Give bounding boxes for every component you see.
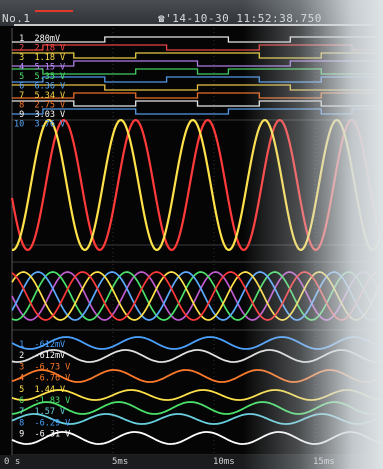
sine-yellow bbox=[11, 118, 383, 252]
digital-readout-6: 6 6.36 V bbox=[14, 82, 65, 92]
analog-readout-3: 3 -6.73 V bbox=[14, 362, 70, 372]
analog-readout-5: 5 1.44 V bbox=[14, 385, 65, 395]
digital-trace-8 bbox=[12, 92, 383, 99]
digital-trace-1 bbox=[12, 36, 383, 43]
small-sine-1 bbox=[11, 336, 383, 350]
digital-readout-3: 3 1.18 V bbox=[14, 53, 65, 63]
analog-readout-7: 7 1.57 V bbox=[14, 407, 65, 417]
screen-number: No.1 bbox=[2, 12, 31, 25]
header-divider bbox=[14, 24, 374, 26]
analog-readout-1: 1 -612mV bbox=[14, 340, 65, 350]
time-tick-0: 0 s bbox=[4, 457, 21, 467]
time-tick-10ms: 10ms bbox=[213, 457, 235, 467]
record-marker bbox=[35, 10, 73, 12]
digital-traces bbox=[12, 36, 383, 115]
digital-trace-10 bbox=[12, 108, 383, 115]
digital-readout-7: 7 5.34 V bbox=[14, 91, 65, 101]
time-tick-5ms: 5ms bbox=[112, 457, 129, 467]
analog-readout-6: 6 -1.83 V bbox=[14, 396, 70, 406]
digital-trace-6 bbox=[12, 76, 383, 83]
digital-readout-8: 8 2.75 V bbox=[14, 101, 65, 111]
digital-readout-4: 4 5.15 V bbox=[14, 63, 65, 73]
digital-readout-10: 10 3.76 V bbox=[14, 120, 65, 130]
digital-trace-9 bbox=[12, 100, 383, 107]
analog-readout-2: 2 -612mV bbox=[14, 351, 65, 361]
digital-readout-2: 2 2.18 V bbox=[14, 44, 65, 54]
analog-readout-8: 8 -6.29 V bbox=[14, 418, 70, 428]
digital-trace-3 bbox=[12, 52, 383, 59]
analog-readout-9: 9 -6.31 V bbox=[14, 430, 70, 440]
digital-trace-7 bbox=[12, 84, 383, 91]
digital-trace-4 bbox=[12, 60, 383, 67]
digital-trace-2 bbox=[12, 44, 383, 51]
digital-trace-5 bbox=[12, 68, 383, 75]
time-tick-15ms: 15ms bbox=[313, 457, 335, 467]
channel-readouts: 1 280mV 2 2.18 V 3 1.18 V 4 5.15 V 5 5.3… bbox=[14, 34, 70, 440]
small-sine-2 bbox=[11, 349, 383, 363]
digital-readout-1: 1 280mV bbox=[14, 34, 60, 44]
large-sine-traces bbox=[10, 118, 383, 252]
analog-readout-4: 4 -6.76 V bbox=[14, 374, 70, 384]
digital-readout-5: 5 5.35 V bbox=[14, 72, 65, 82]
three-phase-traces bbox=[11, 271, 383, 321]
digital-readout-9: 9 3.03 V bbox=[14, 110, 65, 120]
phase-trace-1 bbox=[11, 271, 383, 321]
